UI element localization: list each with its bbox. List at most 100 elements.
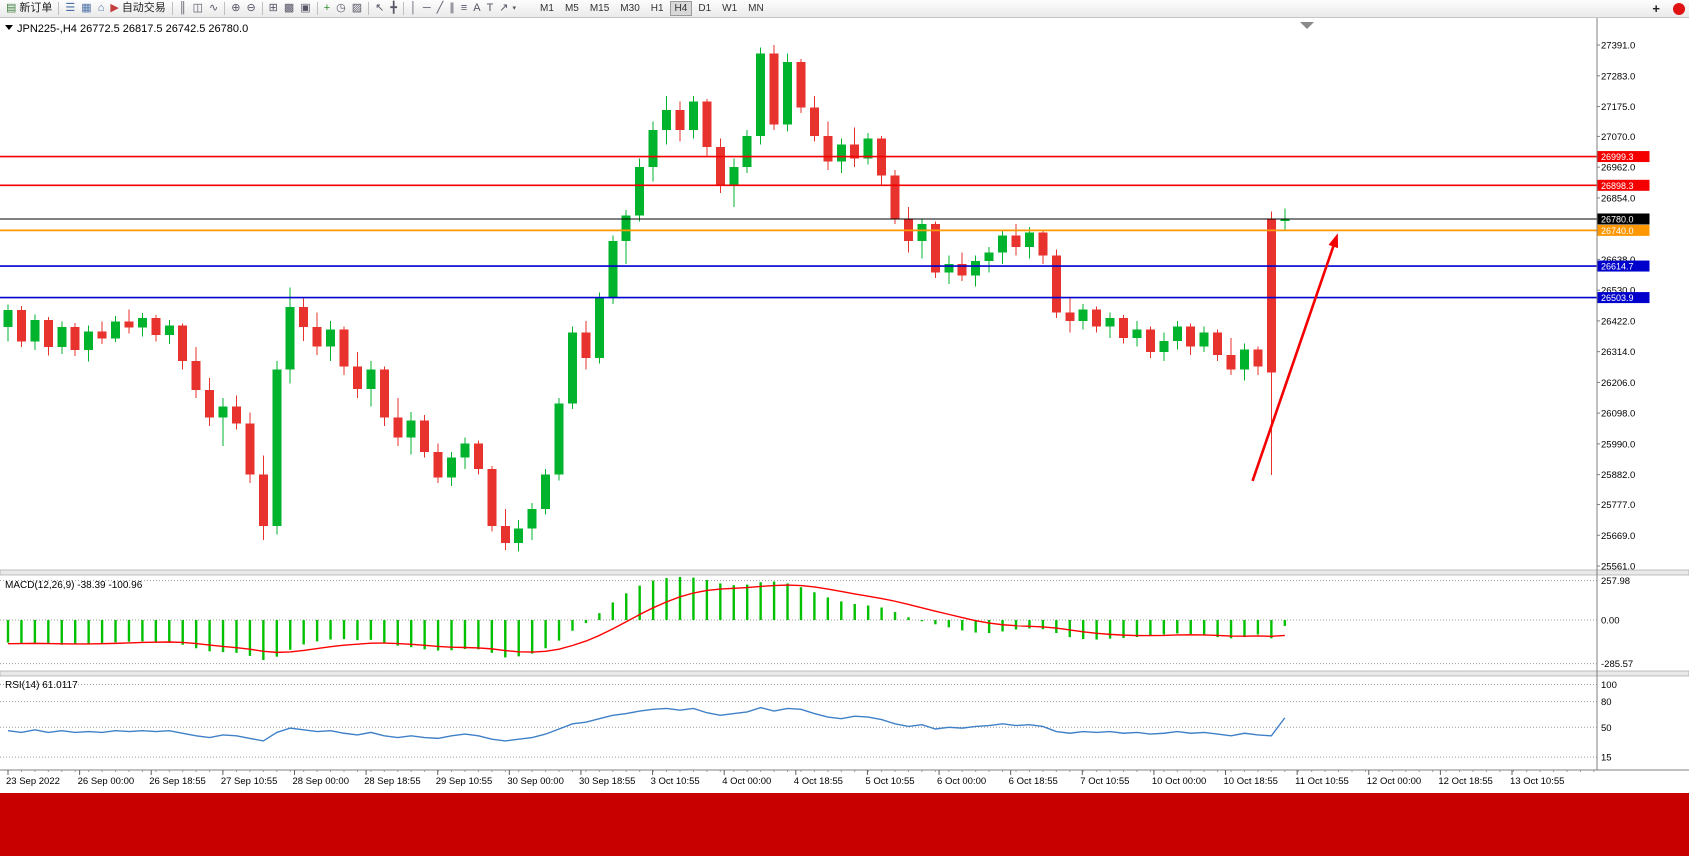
time-label: 6 Oct 18:55 bbox=[1009, 776, 1058, 787]
candle-up bbox=[648, 130, 658, 168]
candle-up bbox=[1159, 340, 1169, 353]
macd-signal-line bbox=[7, 584, 1285, 654]
tile-windows-button[interactable]: ⊞ bbox=[266, 1, 281, 17]
resistance-line-1-tag-label: 26999.3 bbox=[1601, 152, 1634, 162]
timeframe-d1-button[interactable]: D1 bbox=[693, 1, 716, 16]
autotrading-button[interactable]: ▶ 自动交易 bbox=[107, 1, 168, 17]
macd-tick-label: -285.57 bbox=[1601, 659, 1633, 670]
timeframe-h1-button[interactable]: H1 bbox=[646, 1, 669, 16]
time-label: 28 Sep 18:55 bbox=[364, 776, 421, 787]
candle-up bbox=[756, 53, 766, 136]
timeframe-m1-button[interactable]: M1 bbox=[535, 1, 559, 16]
timeframe-m15-button[interactable]: M15 bbox=[585, 1, 614, 16]
candle-up bbox=[635, 167, 645, 216]
market-watch-icon: ☰ bbox=[65, 2, 76, 14]
time-label: 13 Oct 10:55 bbox=[1510, 776, 1564, 787]
candle-down bbox=[379, 369, 389, 418]
candle-down bbox=[500, 525, 510, 543]
line-chart-button[interactable]: ∿ bbox=[206, 1, 221, 17]
candle-down bbox=[581, 332, 591, 358]
time-label: 5 Oct 10:55 bbox=[865, 776, 914, 787]
templates-button[interactable]: ▨ bbox=[349, 1, 365, 17]
arrows-button[interactable]: ↗ ▾ bbox=[496, 1, 519, 17]
price-tick-label: 26206.0 bbox=[1601, 378, 1635, 389]
timeframe-h4-button[interactable]: H4 bbox=[669, 1, 693, 16]
add-chart-button[interactable]: + bbox=[1646, 0, 1666, 17]
timeframe-w1-button[interactable]: W1 bbox=[717, 1, 742, 16]
candle-down bbox=[890, 175, 900, 219]
symbol-collapse-icon[interactable] bbox=[5, 25, 13, 30]
candle-down bbox=[299, 307, 309, 328]
cursor-icon: ↖ bbox=[375, 2, 385, 14]
candle-down bbox=[1092, 309, 1102, 327]
pane-splitter[interactable] bbox=[0, 569, 1689, 576]
time-label: 4 Oct 18:55 bbox=[794, 776, 843, 787]
zoom-out-icon: ⊖ bbox=[246, 2, 256, 14]
time-label: 30 Sep 18:55 bbox=[579, 776, 636, 787]
price-tick-label: 26314.0 bbox=[1601, 347, 1635, 358]
toolbar-separator bbox=[403, 2, 404, 15]
navigator-button[interactable]: ⌂ bbox=[95, 1, 108, 17]
candle-down bbox=[258, 474, 268, 526]
timeframe-m30-button[interactable]: M30 bbox=[615, 1, 644, 16]
zoom-out-button[interactable]: ⊖ bbox=[243, 1, 258, 17]
fibonacci-button[interactable]: ≡ bbox=[458, 1, 470, 17]
candlestick-button[interactable]: ◫ bbox=[190, 1, 206, 17]
candle-up bbox=[729, 167, 739, 185]
time-label: 4 Oct 00:00 bbox=[722, 776, 771, 787]
horizontal-line-icon: ─ bbox=[422, 2, 431, 14]
text-button[interactable]: A bbox=[470, 1, 483, 17]
candle-down bbox=[702, 101, 712, 148]
label-button[interactable]: T bbox=[484, 1, 497, 17]
candle-up bbox=[1172, 326, 1182, 341]
rsi-tick-label: 100 bbox=[1601, 680, 1617, 691]
channel-button[interactable]: ∥ bbox=[446, 1, 458, 17]
candle-up bbox=[447, 457, 457, 478]
horizontal-line-button[interactable]: ─ bbox=[420, 1, 434, 17]
chart-svg[interactable]: 27391.0 27283.0 27175.0 27070.0 26962.0 26854… bbox=[0, 18, 1689, 793]
candle-down bbox=[675, 110, 685, 131]
candle-down bbox=[393, 417, 403, 438]
cascade-windows-button[interactable]: ▩ bbox=[281, 1, 297, 17]
candle-up bbox=[111, 321, 121, 339]
rsi-line bbox=[7, 706, 1286, 742]
vertical-line-button[interactable]: │ bbox=[407, 1, 420, 17]
zoom-in-button[interactable]: ⊕ bbox=[228, 1, 243, 17]
candle-down bbox=[151, 318, 161, 336]
toolbar-separator bbox=[224, 2, 226, 15]
candle-down bbox=[352, 366, 362, 390]
time-label: 12 Oct 18:55 bbox=[1438, 776, 1492, 787]
new-order-button[interactable]: ▤ 新订单 bbox=[3, 1, 55, 17]
trend-arrow[interactable] bbox=[1251, 238, 1338, 482]
timeframe-group: M1 M5 M15 M30 H1 H4 D1 W1 MN bbox=[535, 1, 769, 16]
new-order-icon: ▤ bbox=[6, 2, 17, 14]
trendline-button[interactable]: ╱ bbox=[434, 1, 447, 17]
candle-down bbox=[70, 327, 80, 350]
market-watch-button[interactable]: ☰ bbox=[62, 1, 78, 17]
chart-background[interactable] bbox=[0, 18, 1689, 793]
time-label: 10 Oct 00:00 bbox=[1152, 776, 1206, 787]
symbol-title: JPN225-,H4 26772.5 26817.5 26742.5 26780… bbox=[17, 23, 248, 35]
chart-shift-marker[interactable] bbox=[1300, 22, 1314, 29]
candle-down bbox=[339, 329, 349, 367]
indicators-button[interactable]: + bbox=[321, 1, 333, 17]
data-window-icon: ▦ bbox=[81, 2, 92, 14]
notification-badge[interactable] bbox=[1673, 2, 1685, 15]
candle-up bbox=[514, 528, 524, 543]
chart-window[interactable]: 27391.0 27283.0 27175.0 27070.0 26962.0 26854… bbox=[0, 18, 1689, 793]
rsi-tick-label: 15 bbox=[1601, 753, 1612, 764]
macd-label: MACD(12,26,9) -38.39 -100.96 bbox=[5, 580, 143, 591]
timeframe-m5-button[interactable]: M5 bbox=[560, 1, 584, 16]
arrange-windows-button[interactable]: ▣ bbox=[297, 1, 313, 17]
candle-down bbox=[1253, 349, 1263, 367]
bar-chart-button[interactable]: ║ bbox=[176, 1, 190, 17]
candle-up bbox=[326, 329, 336, 347]
cursor-button[interactable]: ↖ bbox=[372, 1, 387, 17]
periods-button[interactable]: ◷ bbox=[333, 1, 349, 17]
timeframe-mn-button[interactable]: MN bbox=[743, 1, 769, 16]
data-window-button[interactable]: ▦ bbox=[78, 1, 94, 17]
candle-up bbox=[1105, 318, 1115, 327]
crosshair-button[interactable]: ╋ bbox=[387, 1, 400, 17]
pane-splitter[interactable] bbox=[0, 670, 1689, 677]
candle-down bbox=[957, 263, 967, 276]
